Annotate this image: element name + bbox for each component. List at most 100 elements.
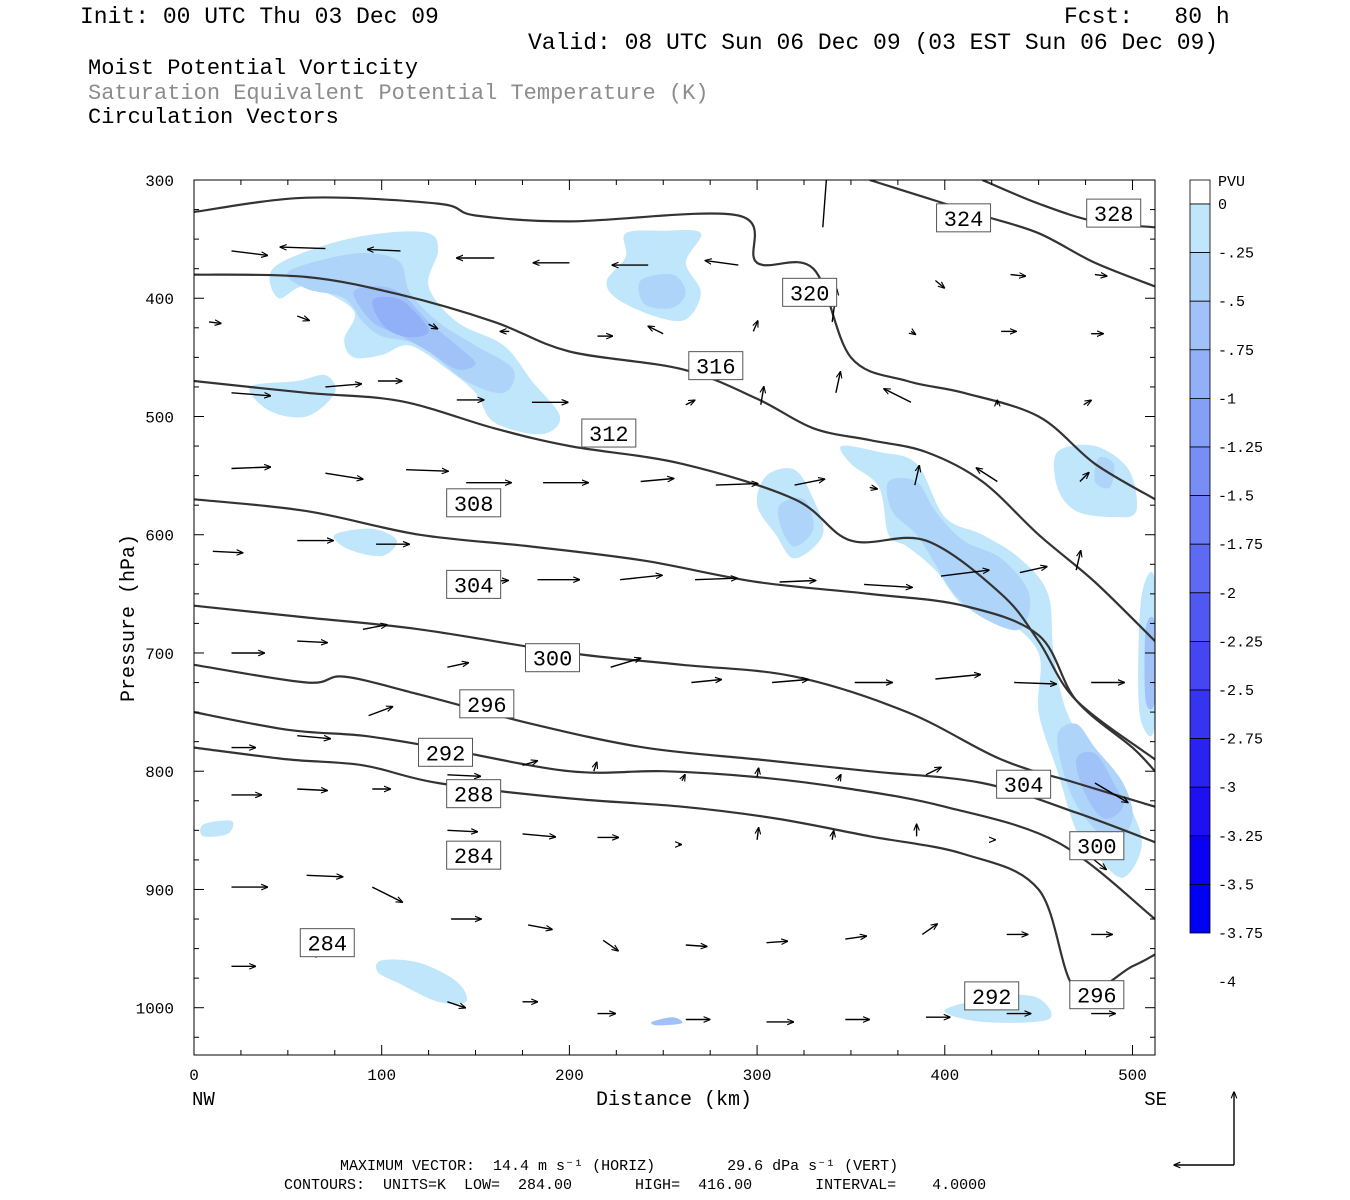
contour-label: 308 <box>446 488 502 518</box>
contour-label: 292 <box>964 981 1020 1011</box>
circulation-vector <box>368 707 393 717</box>
circulation-vector <box>371 886 402 902</box>
colorbar-label: -3.75 <box>1218 926 1263 943</box>
circulation-vector <box>297 736 330 739</box>
colorbar-swatch <box>1189 884 1211 934</box>
colorbar-label: -1 <box>1218 391 1236 408</box>
contour-label: 288 <box>446 779 502 809</box>
circulation-vector <box>1079 473 1089 482</box>
circulation-vector <box>925 767 941 776</box>
contour-label-text: 288 <box>454 784 494 809</box>
contour-label-text: 324 <box>944 208 984 233</box>
circulation-vector <box>838 775 841 781</box>
circulation-vector <box>695 578 737 580</box>
circulation-vector <box>620 575 662 581</box>
pv-shading <box>200 230 1155 1026</box>
field-title-vectors: Circulation Vectors <box>88 105 339 130</box>
x-endpoint-se: SE <box>1144 1089 1167 1111</box>
circulation-vector <box>822 180 828 228</box>
colorbar-label: -2.25 <box>1218 634 1263 651</box>
contour-label-text: 284 <box>454 845 494 870</box>
theta-contour <box>194 273 1155 642</box>
circulation-vector <box>685 945 707 947</box>
colorbar-label: -.75 <box>1218 343 1254 360</box>
contour-label: 304 <box>446 569 502 599</box>
circulation-vector <box>772 680 808 683</box>
pv-region <box>333 528 397 557</box>
contour-label-box <box>1069 831 1125 861</box>
contour-label-text: 292 <box>426 742 466 767</box>
circulation-vector <box>753 321 758 332</box>
colorbar-swatch <box>1189 179 1211 205</box>
contour-label-box <box>581 418 637 448</box>
pv-region <box>777 497 814 547</box>
circulation-vector <box>934 279 944 289</box>
circulation-vector <box>757 828 759 840</box>
contour-label: 284 <box>446 840 502 870</box>
circulation-vector <box>447 1001 465 1008</box>
circulation-vector <box>297 641 327 643</box>
colorbar-swatch <box>1189 786 1211 837</box>
circulation-vector <box>779 581 816 583</box>
x-tick-label: 500 <box>1118 1067 1147 1085</box>
theta-contour <box>194 711 1155 920</box>
circulation-vector <box>447 775 480 777</box>
y-tick-label: 400 <box>145 291 174 309</box>
circulation-vector <box>757 768 759 778</box>
pv-colorbar: PVU 0 -.25 -.5 -.75 -1 -1.25 -1.5 -1.75 -2 -2.25 -2… <box>1189 174 1263 992</box>
circulation-vector <box>1019 567 1047 574</box>
y-tick-label: 900 <box>145 882 174 900</box>
y-tick-label: 300 <box>145 173 174 191</box>
contour-label: 324 <box>936 203 992 233</box>
circulation-vector <box>212 551 243 553</box>
circulation-vector <box>428 324 438 329</box>
colorbar-label: -1.25 <box>1218 440 1263 457</box>
colorbar-swatch <box>1189 300 1211 351</box>
circulation-vector <box>325 472 363 479</box>
contour-label: 296 <box>1069 980 1125 1010</box>
colorbar-label: -1.75 <box>1218 537 1263 554</box>
pv-region <box>1094 456 1115 489</box>
field-title-theta: Saturation Equivalent Potential Temperat… <box>88 81 709 106</box>
circulation-vector <box>682 775 685 781</box>
colorbar-unit: PVU <box>1218 174 1245 191</box>
contour-label-text: 292 <box>972 986 1012 1011</box>
theta-contour <box>869 180 1155 288</box>
circulation-vector <box>406 470 448 472</box>
circulation-vector <box>845 936 866 939</box>
pv-region <box>638 273 686 309</box>
colorbar-swatch <box>1189 689 1211 739</box>
init-time: Init: 00 UTC Thu 03 Dec 09 <box>80 4 439 30</box>
contour-label-box <box>446 488 502 518</box>
contour-label-text: 312 <box>589 423 629 448</box>
colorbar-swatch <box>1189 495 1211 545</box>
contour-label-box <box>459 689 515 719</box>
contour-label-box <box>688 351 744 381</box>
circulation-vector <box>362 625 387 630</box>
circulation-vector <box>231 250 268 256</box>
circulation-vector <box>869 487 878 489</box>
pv-region <box>886 477 1031 631</box>
contour-label-text: 308 <box>454 493 494 518</box>
circulation-vector <box>231 393 271 396</box>
colorbar-swatch <box>1189 738 1211 788</box>
circulation-vector <box>794 479 825 486</box>
contour-label-box <box>524 643 580 673</box>
contour-label: 292 <box>418 737 474 767</box>
circulation-vector <box>640 479 674 482</box>
circulation-vector <box>1094 782 1128 803</box>
plot-frame <box>193 179 1156 1056</box>
y-tick-label: 700 <box>145 646 174 664</box>
colorbar-swatch <box>1189 543 1211 594</box>
colorbar-swatch <box>1189 592 1211 642</box>
x-axis-label: Distance (km) <box>596 1089 752 1112</box>
colorbar-label: -4 <box>1218 975 1236 992</box>
circulation-vector <box>208 322 221 324</box>
circulation-vector <box>610 658 641 668</box>
colorbar-label: -3 <box>1218 780 1236 797</box>
circulation-vector <box>1014 683 1056 685</box>
y-tick-label: 600 <box>145 528 174 546</box>
contour-label-box <box>964 981 1020 1011</box>
contour-label: 328 <box>1086 198 1142 228</box>
